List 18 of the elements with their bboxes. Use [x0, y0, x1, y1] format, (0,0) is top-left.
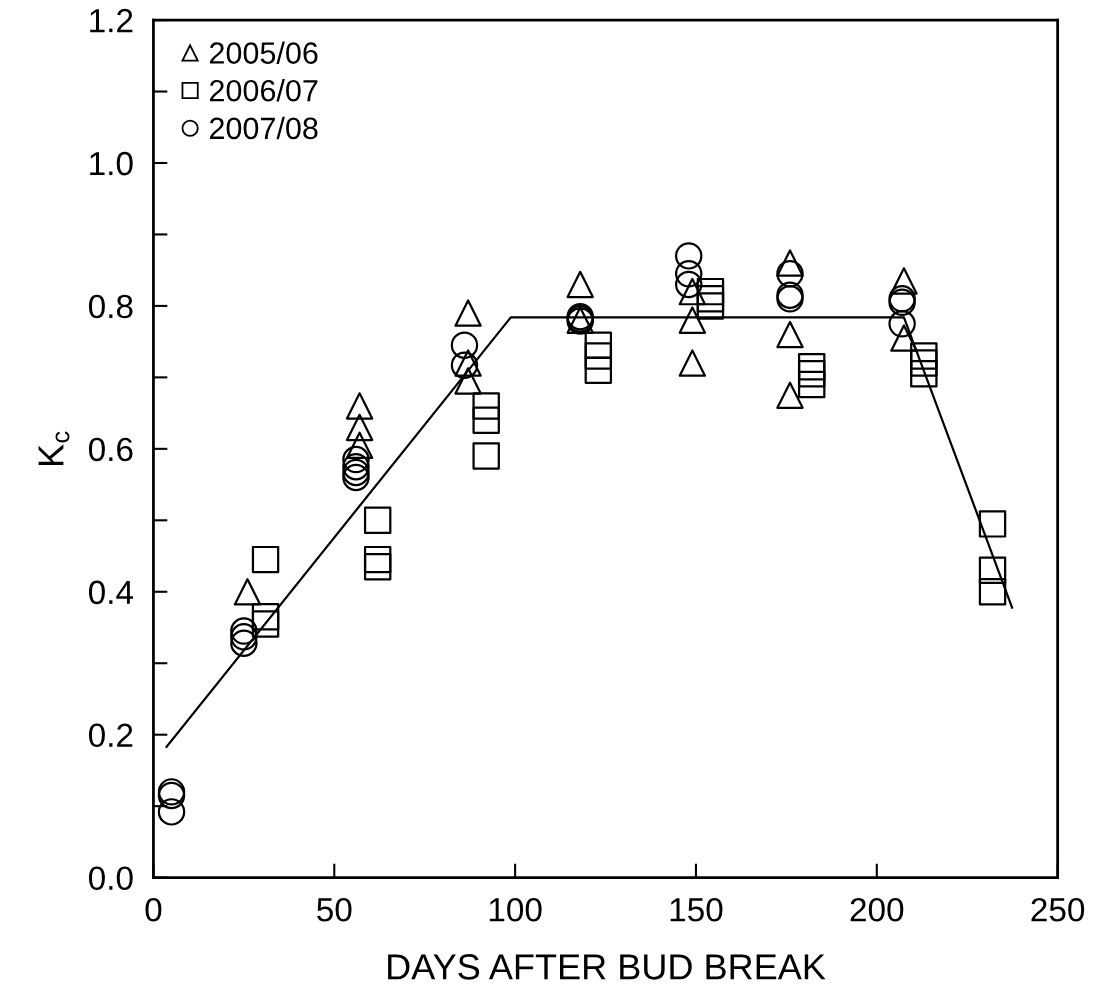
y-tick-label: 0.8 — [88, 294, 133, 319]
legend-label: 2007/08 — [209, 116, 318, 140]
y-tick-label: 1.0 — [90, 151, 133, 176]
y-tick-label: 0.4 — [88, 580, 134, 605]
x-tick-label: 150 — [670, 897, 723, 922]
x-tick-label: 0 — [145, 897, 162, 922]
x-tick-label: 250 — [1031, 897, 1085, 922]
y-tick-label: 0.0 — [88, 866, 133, 891]
legend-label: 2006/07 — [209, 79, 318, 102]
y-tick-label: 1.2 — [90, 8, 133, 33]
x-tick-label: 50 — [317, 897, 352, 922]
x-axis-title: DAYS AFTER BUD BREAK — [388, 954, 826, 980]
x-tick-label: 200 — [850, 897, 904, 922]
y-tick-label: 0.6 — [88, 437, 133, 462]
y-axis-title: K$_{c}$ — [38, 431, 70, 466]
y-tick-label: 0.2 — [88, 723, 133, 748]
legend-label: 2005/06 — [209, 41, 318, 64]
x-tick-label: 100 — [489, 897, 542, 922]
